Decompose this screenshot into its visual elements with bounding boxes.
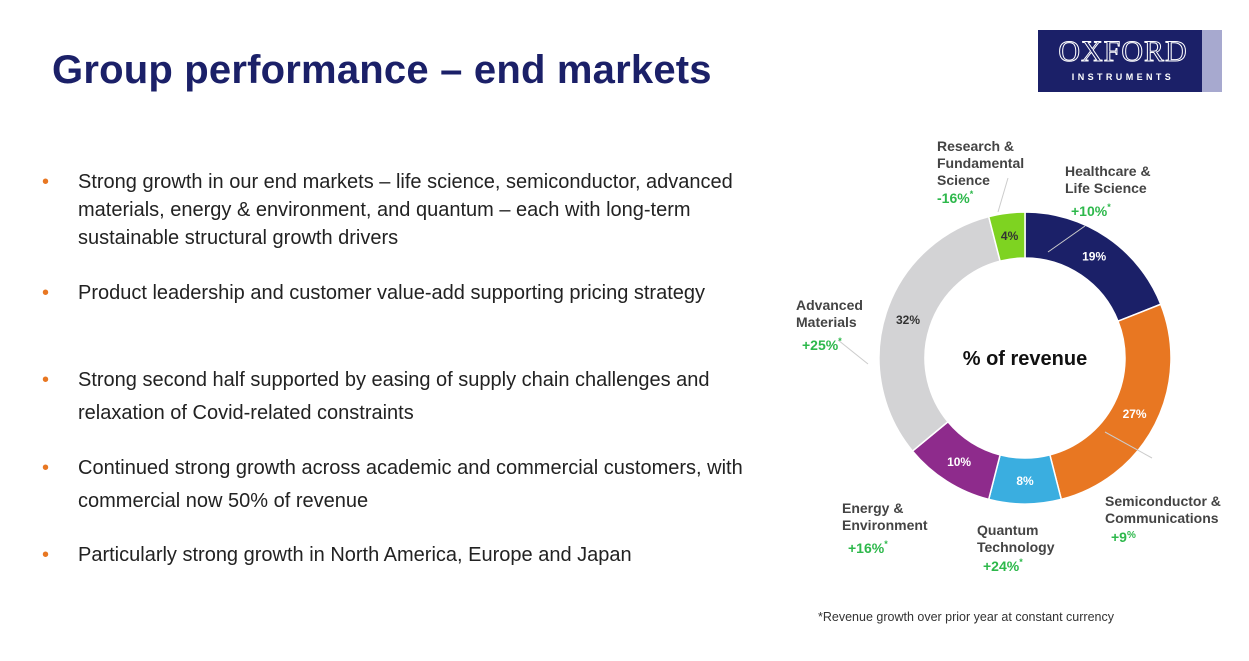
category-name: Research & [937, 138, 1014, 154]
oxford-instruments-logo: OXFORD INSTRUMENTS [1038, 30, 1222, 92]
donut-slices [878, 211, 1172, 505]
donut-slice [878, 215, 1002, 453]
category-label: Healthcare &Life Science +10%* [1065, 163, 1151, 219]
category-name: Energy & [842, 500, 903, 516]
category-labels: Healthcare &Life Science +10%* Semiconduct… [796, 138, 1221, 574]
page-title: Group performance – end markets [52, 48, 712, 92]
revenue-donut-chart: 19% 27% 8% 10% 32% 4% % of revenue Healthcare… [796, 138, 1221, 574]
percent-labels: 19% 27% 8% 10% 32% 4% [896, 229, 1147, 488]
category-label: Energy &Environment +16%* [842, 500, 928, 556]
growth-label: +10%* [1071, 202, 1111, 219]
bullet-marker: • [42, 282, 50, 304]
category-name: Environment [842, 517, 928, 533]
bullet-marker: • [42, 457, 50, 479]
category-name: Advanced [796, 297, 863, 313]
category-name: Technology [977, 539, 1055, 555]
category-name: Materials [796, 314, 857, 330]
growth-label: +9% [1111, 529, 1136, 545]
slice-percent-label: 27% [1123, 407, 1147, 421]
category-name: Science [937, 172, 990, 188]
category-name: Fundamental [937, 155, 1024, 171]
category-name: Semiconductor & [1105, 493, 1221, 509]
growth-label: -16%* [937, 189, 974, 206]
bullet-text: Strong growth in our end markets – life … [78, 171, 733, 249]
slice-percent-label: 8% [1016, 474, 1034, 488]
chart-footnote: *Revenue growth over prior year at const… [818, 610, 1114, 624]
chart-center-label: % of revenue [963, 348, 1087, 370]
category-name: Life Science [1065, 180, 1147, 196]
logo-subtitle: INSTRUMENTS [1071, 72, 1175, 82]
slice-percent-label: 19% [1082, 249, 1106, 263]
growth-label: +24%* [983, 557, 1023, 574]
bullet-text: Strong second half supported by easing o… [78, 369, 710, 424]
bullet-marker: • [42, 544, 50, 566]
leader-line [997, 177, 1009, 213]
bullet-marker: • [42, 171, 50, 193]
leader-line [1104, 431, 1153, 459]
bullet-text: Continued strong growth across academic … [78, 457, 743, 512]
slice-percent-label: 10% [947, 455, 971, 469]
category-label: Semiconductor &Communications +9% [1105, 493, 1221, 545]
donut-slice [1048, 303, 1172, 501]
bullet-text: Product leadership and customer value-ad… [78, 282, 706, 304]
growth-label: +16%* [848, 539, 888, 556]
logo-wordmark: OXFORD [1058, 35, 1188, 69]
bullet-text: Particularly strong growth in North Amer… [78, 544, 632, 566]
category-name: Healthcare & [1065, 163, 1151, 179]
slice-percent-label: 32% [896, 313, 920, 327]
bullet-marker: • [42, 369, 50, 391]
leader-line [837, 339, 869, 365]
donut-slice [987, 211, 1026, 263]
growth-label: +25%* [802, 336, 842, 353]
category-name: Communications [1105, 510, 1219, 526]
logo-accent-strip [1202, 30, 1222, 92]
category-name: Quantum [977, 522, 1038, 538]
leader-lines [837, 177, 1153, 459]
leader-line [1047, 225, 1086, 253]
slice-percent-label: 4% [1001, 229, 1019, 243]
donut-slice [1024, 211, 1162, 323]
